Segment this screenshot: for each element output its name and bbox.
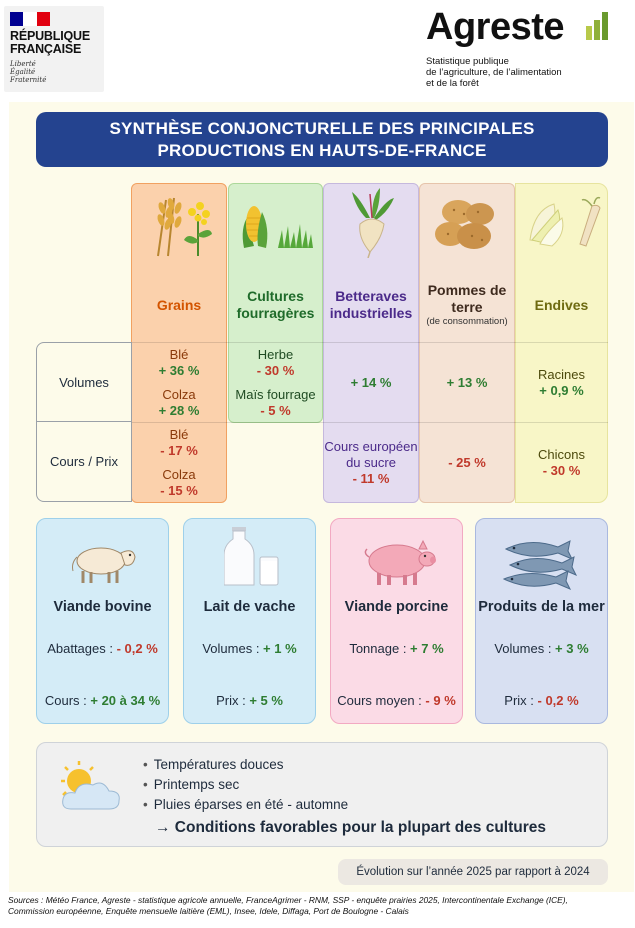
cell-endives-cours: Chicons - 30 % (538, 446, 585, 478)
column-fourrageres (228, 183, 323, 423)
header-fourrageres: Cultures fourragères (236, 288, 315, 321)
fish-icon (502, 540, 578, 590)
card-line-2: Prix : + 5 % (216, 693, 283, 708)
weather-item: Printemps sec (143, 775, 348, 795)
card-line-2: Prix : - 0,2 % (504, 693, 579, 708)
brand-tagline: Statistique publique de l’agriculture, d… (426, 56, 562, 89)
weather-list: Températures douces Printemps sec Pluies… (143, 755, 348, 815)
wheat-rapeseed-icon (157, 197, 212, 257)
column-pommes (419, 183, 515, 503)
cell-grains-volumes: Blé + 36 % Colza + 28 % (158, 346, 200, 418)
potato-icon (435, 200, 494, 249)
card-viande-porcine: Viande porcine Tonnage : + 7 % Cours moy… (330, 518, 463, 724)
pig-icon (364, 539, 436, 585)
card-viande-bovine: Viande bovine Abattages : - 0,2 % Cours … (36, 518, 169, 724)
card-title: Lait de vache (203, 599, 296, 615)
cell-betteraves-volumes: + 14 % (350, 374, 392, 390)
column-grains (131, 183, 227, 503)
card-produits-de-la-mer: Produits de la mer Volumes : + 3 % Prix … (475, 518, 608, 724)
cell-endives-volumes: Racines + 0,9 % (538, 366, 585, 398)
endive-icon (529, 196, 601, 247)
card-line-1: Tonnage : + 7 % (349, 641, 444, 656)
sun-cloud-icon (61, 761, 120, 810)
card-lait-de-vache: Lait de vache Volumes : + 1 % Prix : + 5… (183, 518, 316, 724)
beet-icon (352, 188, 394, 258)
card-line-1: Volumes : + 1 % (202, 641, 297, 656)
sources: Sources : Météo France, Agreste - statis… (8, 895, 568, 916)
header-pommes: Pommes de terre (de consommation) (426, 282, 508, 327)
card-line-2: Cours : + 20 à 34 % (44, 693, 161, 708)
weather-conclusion: → Conditions favorables pour la plupart … (155, 819, 547, 836)
card-title: Viande bovine (53, 599, 152, 615)
card-line-1: Abattages : - 0,2 % (47, 641, 158, 656)
cow-icon (72, 547, 136, 583)
republique-francaise-logo: RÉPUBLIQUE FRANÇAISE Liberté Égalité Fra… (4, 6, 104, 92)
weather-item: Pluies éparses en été - automne (143, 795, 348, 815)
brand-bars-icon (586, 12, 608, 40)
cell-fourrageres-volumes: Herbe - 30 % Maïs fourrage - 5 % (235, 346, 316, 418)
divider (131, 342, 608, 343)
divider (131, 422, 608, 423)
cell-pommes-volumes: + 13 % (446, 374, 488, 390)
cell-pommes-cours: - 25 % (448, 454, 486, 470)
brand-name: Agreste (426, 6, 565, 48)
agreste-logo: Agreste Statistique publique de l’agricu… (426, 6, 631, 96)
card-title: Produits de la mer (478, 599, 605, 615)
cell-betteraves-cours: Cours européen du sucre - 11 % (324, 438, 418, 486)
card-title: Viande porcine (344, 599, 449, 615)
corn-grass-icon (242, 206, 313, 248)
header-grains: Grains (156, 296, 202, 313)
weather-item: Températures douces (143, 755, 348, 775)
row-label-cours: Cours / Prix (36, 422, 132, 502)
rf-name: RÉPUBLIQUE FRANÇAISE (10, 29, 90, 56)
page-title: SYNTHÈSE CONJONCTURELLE DES PRINCIPALES … (36, 112, 608, 167)
rf-motto: Liberté Égalité Fraternité (10, 60, 47, 84)
marianne-flag-icon (10, 12, 50, 26)
cell-grains-cours: Blé - 17 % Colza - 15 % (160, 426, 198, 498)
milk-icon (224, 527, 279, 586)
row-label-volumes: Volumes (36, 342, 132, 422)
evolution-note: Évolution sur l’année 2025 par rapport à… (338, 859, 608, 885)
weather-box: Températures douces Printemps sec Pluies… (36, 742, 608, 847)
card-line-2: Cours moyen : - 9 % (337, 693, 456, 708)
header-betteraves: Betteraves industrielles (329, 288, 413, 321)
header-endives: Endives (534, 296, 589, 313)
card-line-1: Volumes : + 3 % (494, 641, 589, 656)
